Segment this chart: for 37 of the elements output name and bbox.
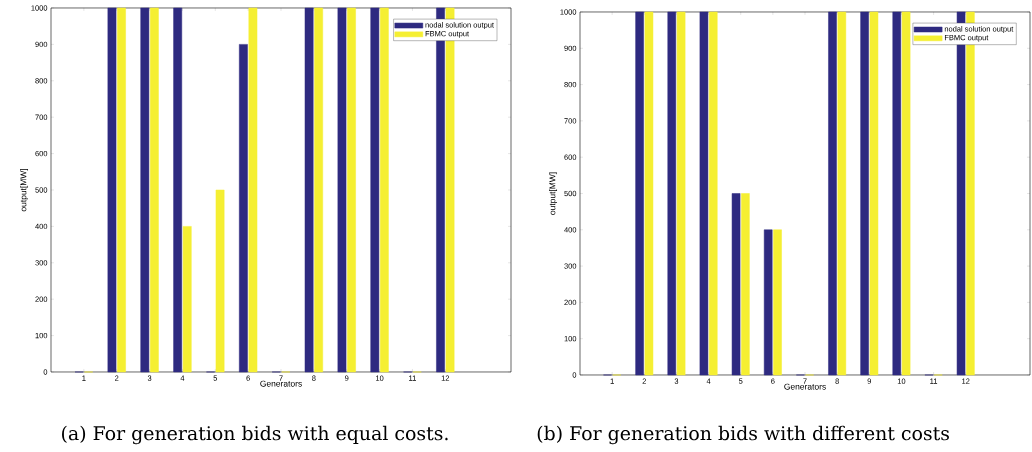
bar [140,7,150,373]
bar [699,11,709,376]
bar [741,193,750,376]
bar [869,11,879,376]
bar [901,11,911,376]
bar [763,229,773,376]
bar [860,11,869,376]
bar [173,7,183,373]
bar [117,7,126,373]
bar [773,229,782,376]
bar [107,7,117,373]
bar [828,11,837,376]
bar [149,7,159,373]
x-axis-title: Generators [784,383,826,390]
bar [215,189,225,373]
bar [379,7,389,373]
bar [635,11,644,376]
bar [314,7,323,373]
bar [304,7,314,373]
bar [708,11,718,376]
bar [667,11,677,376]
bar [248,7,258,373]
bar [347,7,356,373]
bar [892,11,902,376]
bar [182,226,192,373]
y-axis-title: output[MW] [20,168,29,212]
bar [676,11,686,376]
bar [731,193,741,376]
x-axis-title: Generators [260,380,302,387]
bar [239,44,248,373]
text: (a) For generation bids with equal costs. [62,425,448,445]
y-axis-title: output[MW] [549,172,558,215]
bar [370,7,380,373]
bar [837,11,847,376]
text: (b) For generation bids with different costs [537,425,949,445]
bar [644,11,654,376]
bar [337,7,347,373]
